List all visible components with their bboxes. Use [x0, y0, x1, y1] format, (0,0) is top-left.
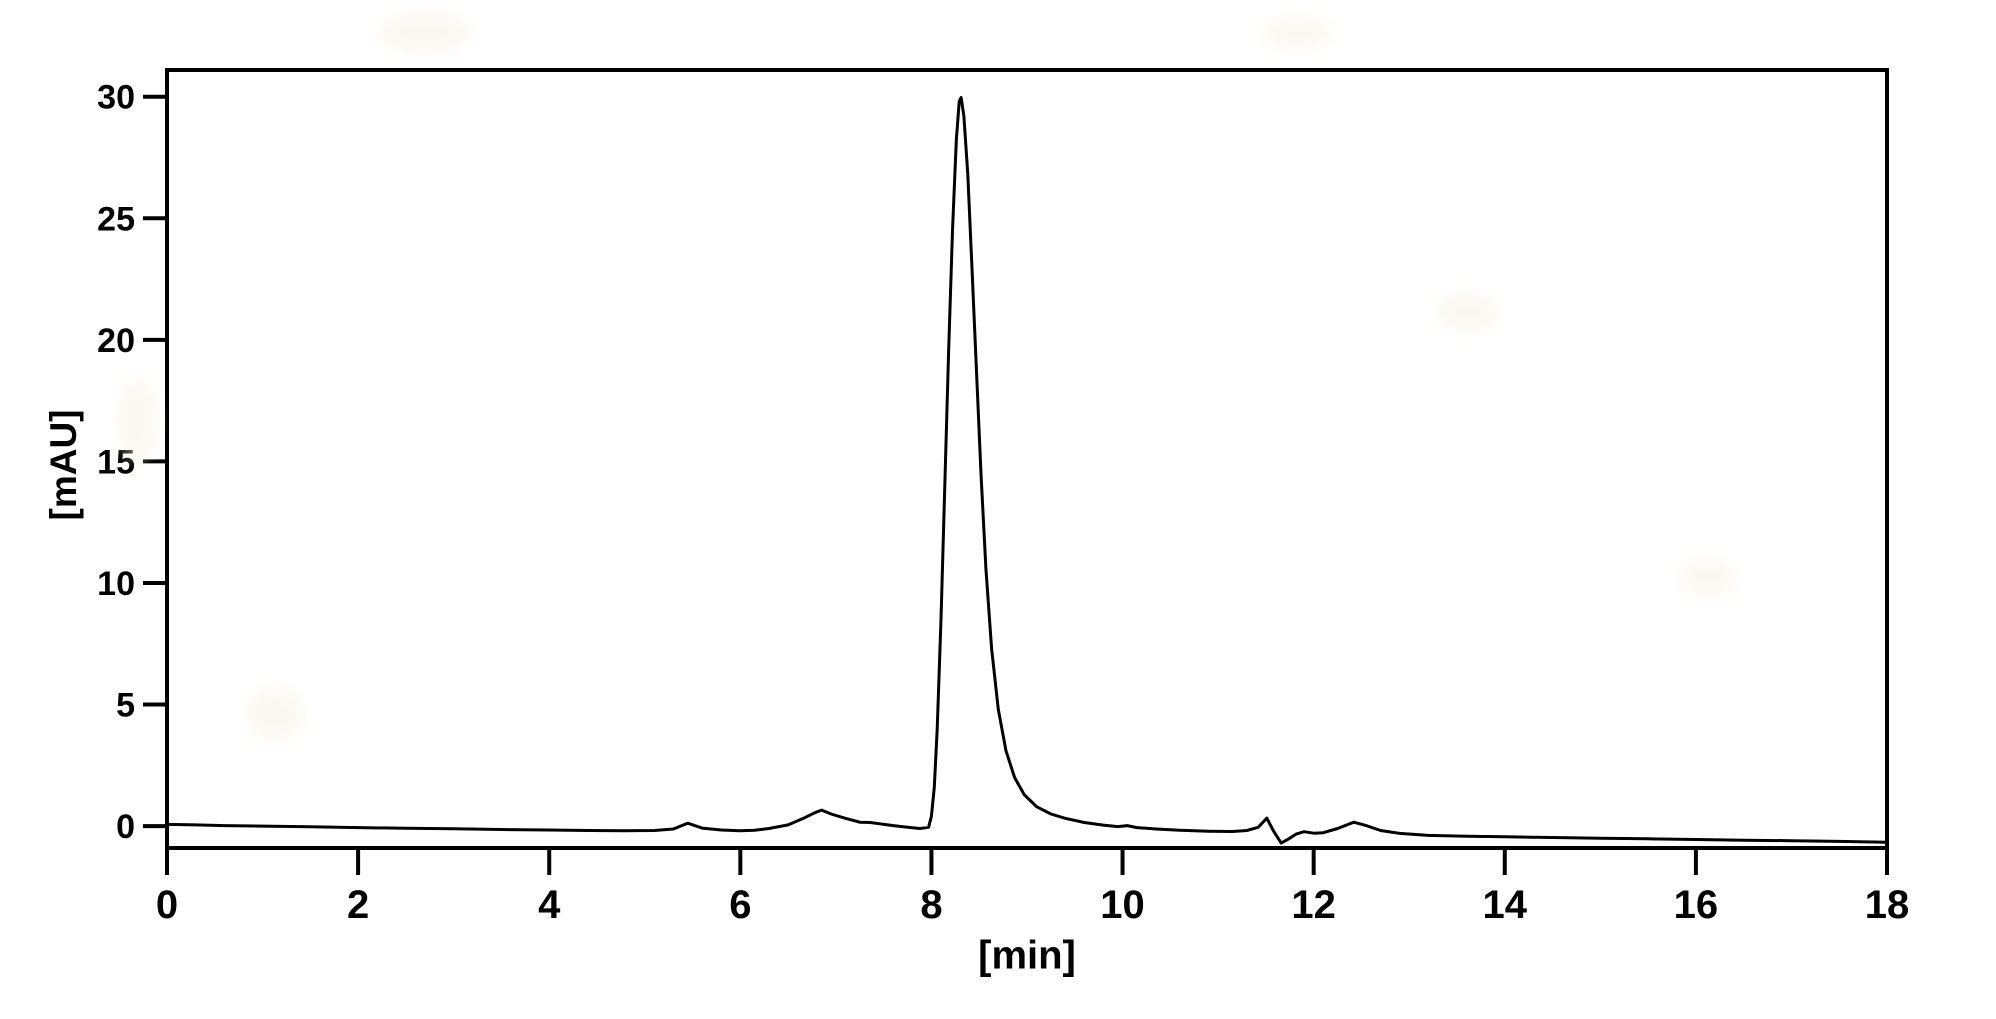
x-tick-label: 14	[1483, 883, 1528, 927]
x-tick-label: 2	[347, 883, 369, 927]
x-axis-label: [min]	[978, 933, 1076, 978]
x-tick-label: 10	[1100, 883, 1145, 927]
signal-trace	[165, 96, 1889, 845]
y-tick-label: 30	[97, 79, 135, 117]
y-tick-label: 15	[97, 443, 135, 481]
x-tick-label: 12	[1291, 883, 1336, 927]
y-tick-label: 10	[97, 565, 135, 603]
y-tick-label: 20	[97, 322, 135, 360]
y-tick-label: 5	[116, 687, 135, 725]
x-tick-label: 18	[1865, 883, 1910, 927]
y-tick-label: 25	[97, 200, 135, 238]
plot-frame	[165, 68, 1889, 850]
x-tick-label: 6	[729, 883, 751, 927]
y-tick-label: 0	[116, 808, 135, 846]
x-tick-label: 8	[920, 883, 942, 927]
x-tick-label: 4	[538, 883, 561, 927]
x-tick-label: 0	[156, 883, 178, 927]
y-axis-label: [mAU]	[43, 409, 84, 521]
x-tick-label: 16	[1674, 883, 1719, 927]
